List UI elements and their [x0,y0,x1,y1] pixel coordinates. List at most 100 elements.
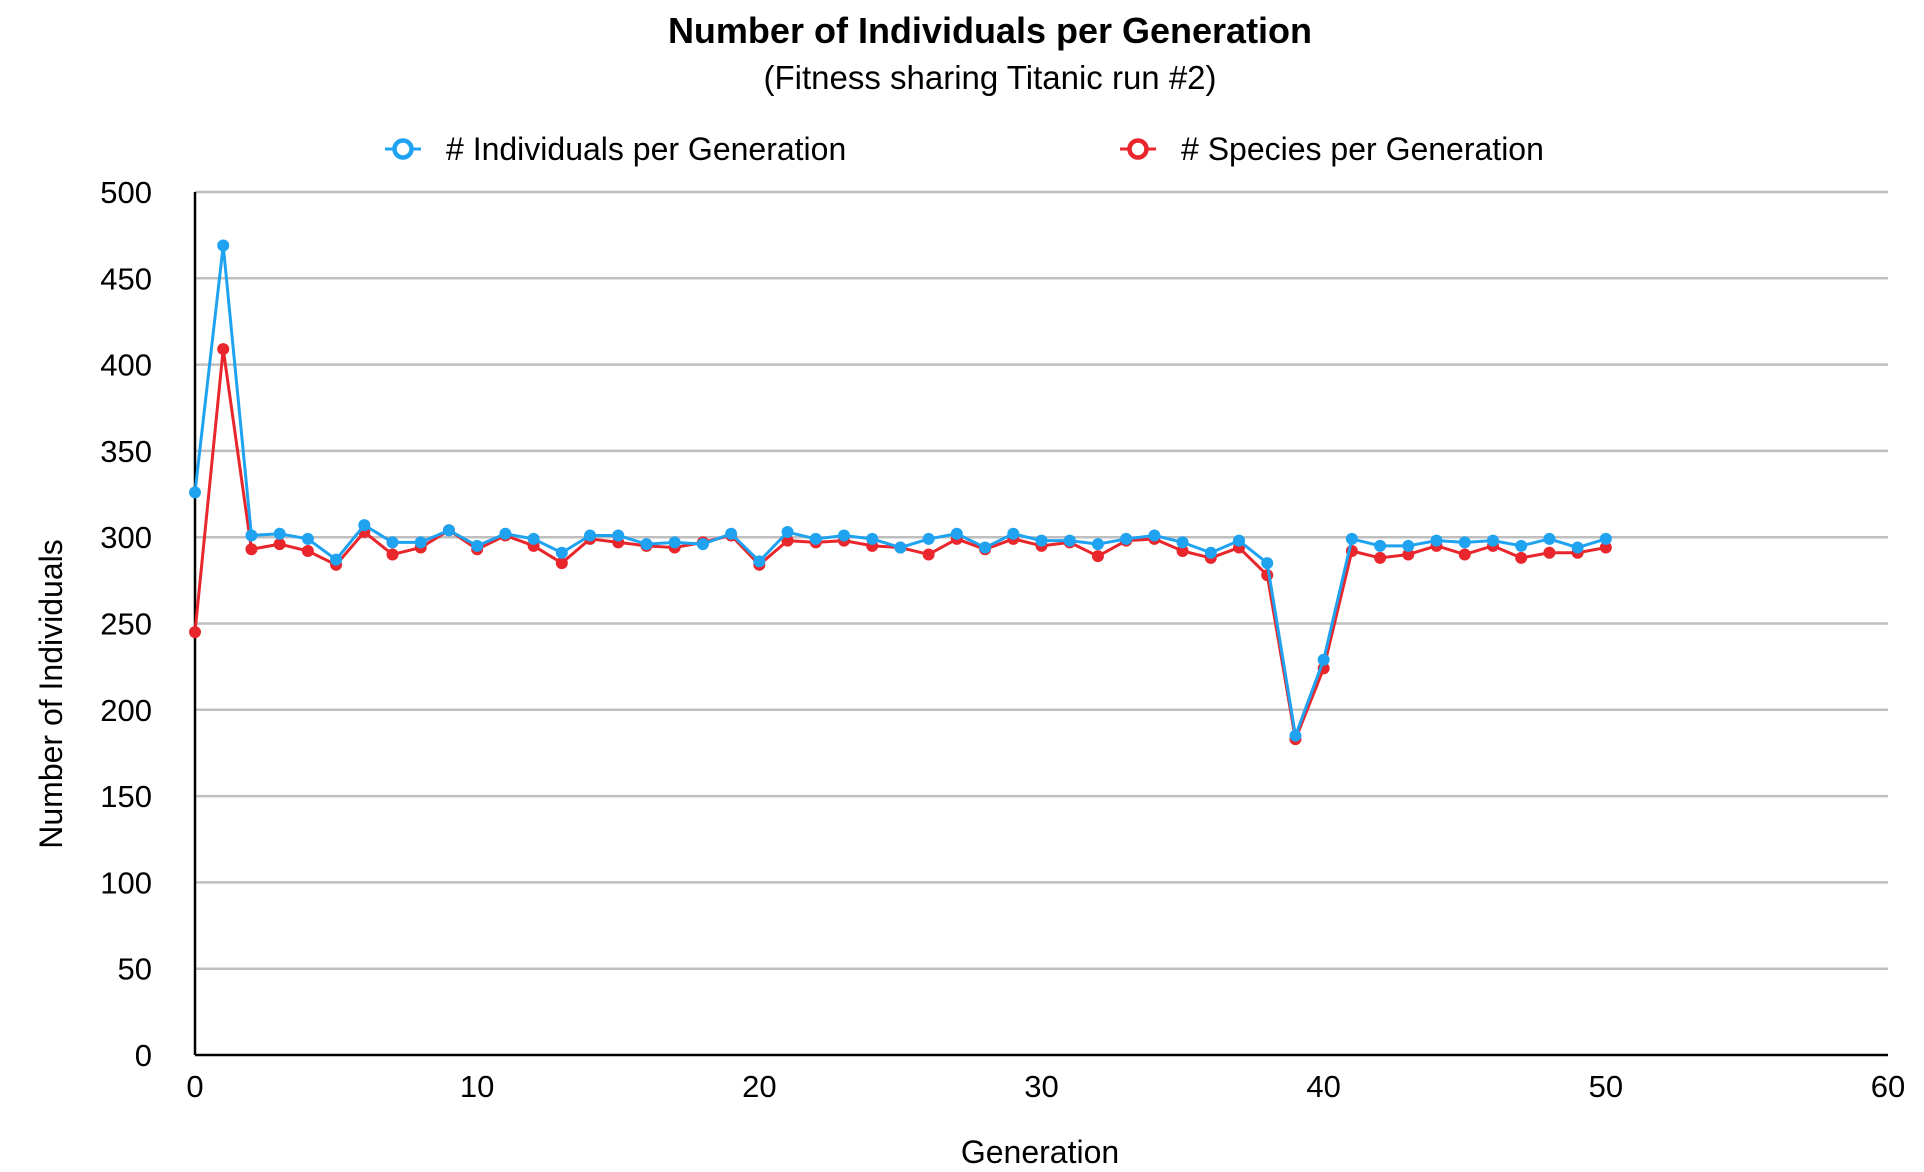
data-point [1091,550,1104,563]
data-point [471,539,484,552]
y-tick-labels: 0 50 100 150 200 250 300 350 400 450 500 [100,175,152,1073]
data-point [1345,532,1358,545]
data-point [1317,653,1330,666]
data-point [1233,534,1246,547]
data-point [1430,534,1443,547]
y-tick-label: 200 [100,693,152,728]
data-point [273,527,286,540]
data-point [1486,534,1499,547]
series-layer [189,239,1612,746]
data-point [696,538,709,551]
y-tick-label: 50 [118,952,152,987]
data-point [1204,546,1217,559]
y-tick-label: 250 [100,607,152,642]
x-tick-label: 60 [1871,1069,1905,1104]
x-tick-label: 10 [460,1069,494,1104]
data-point [1091,538,1104,551]
data-point [442,524,455,537]
data-point [725,527,738,540]
data-point [894,541,907,554]
data-point [527,532,540,545]
data-point [866,532,879,545]
data-point [1374,551,1387,564]
data-point [245,543,258,556]
data-point [1515,539,1528,552]
series-line [193,244,1607,738]
y-tick-label: 150 [100,779,152,814]
data-point [301,545,314,558]
data-point [837,529,850,542]
data-point [245,529,258,542]
data-point [584,529,597,542]
legend-swatch-marker [392,138,414,160]
y-tick-label: 0 [135,1038,152,1073]
y-tick-label: 500 [100,175,152,210]
data-point [499,527,512,540]
data-point [1458,536,1471,549]
data-point [781,526,794,539]
legend-swatch-marker [1127,138,1149,160]
x-tick-label: 40 [1306,1069,1340,1104]
data-point [1599,541,1612,554]
data-point [640,538,653,551]
data-point [1543,546,1556,559]
data-point [217,239,230,252]
y-tick-label: 350 [100,434,152,469]
data-point [1063,534,1076,547]
data-point [555,546,568,559]
data-point [1148,529,1161,542]
gridlines [195,190,1888,970]
y-tick-label: 100 [100,865,152,900]
data-point [273,538,286,551]
x-axis-title: Generation [961,1134,1119,1170]
data-point [189,486,201,499]
data-point [781,534,794,547]
data-point [1458,548,1471,561]
data-point [979,541,992,554]
data-point [330,553,343,566]
data-point [922,548,935,561]
data-point [189,626,201,639]
data-point [1374,539,1387,552]
x-tick-label: 30 [1024,1069,1058,1104]
legend-label: # Species per Generation [1181,131,1544,167]
data-point [1599,532,1612,545]
y-tick-label: 400 [100,348,152,383]
data-point [555,557,568,570]
data-point [1289,729,1302,742]
y-tick-label: 300 [100,520,152,555]
data-point [1515,551,1528,564]
data-point [1035,534,1048,547]
data-point [414,536,427,549]
x-tick-labels: 0 10 20 30 40 50 60 [186,1069,1905,1104]
data-point [753,555,766,568]
data-point [1176,536,1189,549]
series-group [189,239,1612,742]
data-point [612,529,625,542]
data-point [1261,557,1274,570]
data-point [1120,532,1133,545]
data-point [668,536,681,549]
data-point [301,532,314,545]
data-point [922,532,935,545]
data-point [1007,527,1020,540]
data-point [1571,541,1584,554]
data-point [809,532,822,545]
data-point [217,343,230,356]
data-point [386,536,399,549]
legend: # Individuals per Generation # Species pe… [385,131,1544,167]
data-point [1402,539,1415,552]
chart-subtitle: (Fitness sharing Titanic run #2) [763,59,1216,96]
data-point [358,519,371,532]
data-point [1402,548,1415,561]
data-point [950,527,963,540]
chart-title: Number of Individuals per Generation [668,10,1312,51]
y-tick-label: 450 [100,261,152,296]
x-tick-label: 0 [186,1069,203,1104]
data-point [1176,545,1189,558]
data-point [1543,532,1556,545]
x-tick-label: 20 [742,1069,776,1104]
x-tick-label: 50 [1589,1069,1623,1104]
data-point [386,548,399,561]
